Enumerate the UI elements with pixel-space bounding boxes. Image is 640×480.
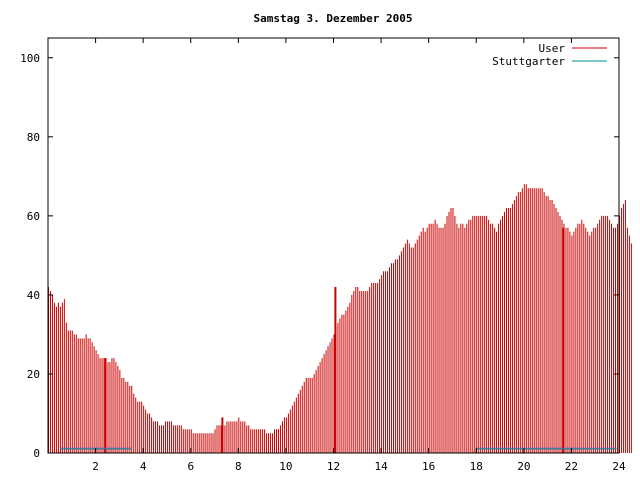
y-tick-label: 60 xyxy=(27,210,40,223)
y-tick-label: 80 xyxy=(27,131,40,144)
y-tick-label: 40 xyxy=(27,289,40,302)
y-tick-label: 100 xyxy=(20,52,40,65)
x-axis: 2 4 6 8 10 12 14 16 18 20 22 24 xyxy=(92,38,626,473)
bars-highlight xyxy=(104,227,565,453)
legend-label-stuttgarter: Stuttgarter xyxy=(492,55,565,68)
x-tick-label: 2 xyxy=(92,460,99,473)
x-tick-label: 14 xyxy=(374,460,388,473)
legend-label-user: User xyxy=(539,42,566,55)
x-tick-label: 12 xyxy=(327,460,340,473)
x-tick-label: 6 xyxy=(187,460,194,473)
x-tick-label: 24 xyxy=(612,460,626,473)
x-tick-label: 22 xyxy=(565,460,578,473)
legend: User Stuttgarter xyxy=(492,42,607,68)
x-tick-label: 4 xyxy=(140,460,147,473)
x-tick-label: 16 xyxy=(422,460,435,473)
x-tick-label: 20 xyxy=(517,460,530,473)
chart-title: Samstag 3. Dezember 2005 xyxy=(254,12,413,25)
y-tick-label: 0 xyxy=(33,447,40,460)
x-tick-label: 8 xyxy=(235,460,242,473)
y-tick-label: 20 xyxy=(27,368,40,381)
x-tick-label: 18 xyxy=(470,460,483,473)
x-tick-label: 10 xyxy=(279,460,292,473)
bars-user xyxy=(48,184,632,453)
y-axis: 0 20 40 60 80 100 xyxy=(20,52,619,460)
